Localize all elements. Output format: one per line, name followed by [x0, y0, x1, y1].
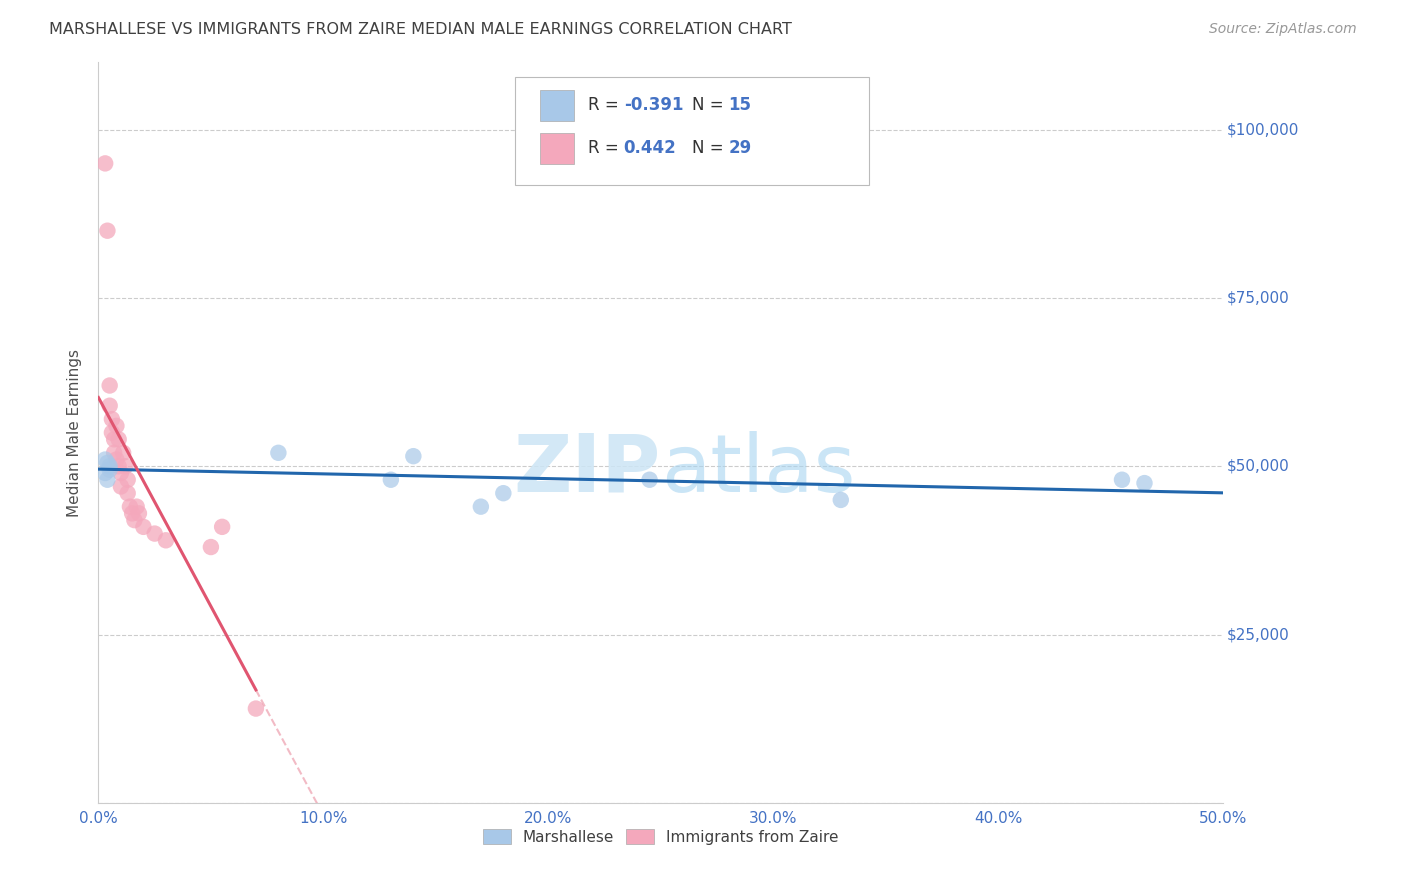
Point — [132, 520, 155, 534]
Point — [638, 473, 661, 487]
Point — [830, 492, 852, 507]
Point — [107, 433, 129, 447]
Text: R =: R = — [588, 139, 624, 157]
Text: atlas: atlas — [661, 431, 855, 508]
Point — [103, 433, 125, 447]
Point — [1111, 473, 1133, 487]
Point — [267, 446, 290, 460]
Point — [380, 473, 402, 487]
FancyBboxPatch shape — [540, 90, 574, 121]
Text: N =: N = — [692, 96, 730, 114]
Point — [98, 462, 121, 476]
Point — [492, 486, 515, 500]
Point — [103, 446, 125, 460]
Point — [105, 452, 128, 467]
Point — [105, 418, 128, 433]
Point — [211, 520, 233, 534]
Text: R =: R = — [588, 96, 624, 114]
Point — [110, 479, 132, 493]
Point — [200, 540, 222, 554]
FancyBboxPatch shape — [515, 78, 869, 185]
Point — [121, 507, 143, 521]
Text: ZIP: ZIP — [513, 431, 661, 508]
Point — [98, 378, 121, 392]
Text: 0.442: 0.442 — [624, 139, 676, 157]
Point — [1133, 476, 1156, 491]
Point — [107, 459, 129, 474]
Text: $75,000: $75,000 — [1226, 291, 1289, 305]
Text: N =: N = — [692, 139, 730, 157]
Text: $100,000: $100,000 — [1226, 122, 1299, 137]
Point — [98, 459, 121, 474]
Point — [96, 473, 118, 487]
Text: $25,000: $25,000 — [1226, 627, 1289, 642]
Point — [245, 701, 267, 715]
Text: MARSHALLESE VS IMMIGRANTS FROM ZAIRE MEDIAN MALE EARNINGS CORRELATION CHART: MARSHALLESE VS IMMIGRANTS FROM ZAIRE MED… — [49, 22, 792, 37]
Point — [94, 466, 117, 480]
Point — [112, 446, 135, 460]
Text: 29: 29 — [728, 139, 752, 157]
Point — [143, 526, 166, 541]
Legend: Marshallese, Immigrants from Zaire: Marshallese, Immigrants from Zaire — [477, 822, 845, 851]
Point — [402, 449, 425, 463]
Point — [94, 156, 117, 170]
Point — [101, 412, 124, 426]
Point — [98, 399, 121, 413]
Text: $50,000: $50,000 — [1226, 458, 1289, 474]
FancyBboxPatch shape — [540, 133, 574, 164]
Point — [96, 224, 118, 238]
Point — [114, 459, 136, 474]
Point — [94, 452, 117, 467]
Point — [96, 456, 118, 470]
Text: 15: 15 — [728, 96, 751, 114]
Point — [125, 500, 148, 514]
Text: -0.391: -0.391 — [624, 96, 683, 114]
Point — [117, 473, 139, 487]
Point — [110, 466, 132, 480]
Text: Source: ZipAtlas.com: Source: ZipAtlas.com — [1209, 22, 1357, 37]
Point — [155, 533, 177, 548]
Point — [118, 500, 141, 514]
Point — [124, 513, 146, 527]
Point — [117, 486, 139, 500]
Point — [101, 425, 124, 440]
Point — [470, 500, 492, 514]
Point — [128, 507, 150, 521]
Y-axis label: Median Male Earnings: Median Male Earnings — [67, 349, 83, 516]
